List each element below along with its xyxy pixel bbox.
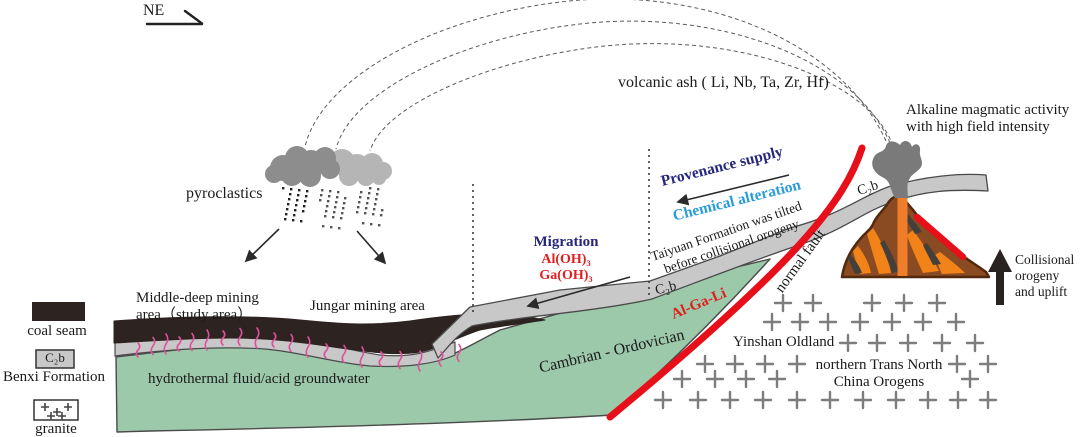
legend-granite-label: granite bbox=[35, 421, 77, 437]
granite-plus-field bbox=[653, 293, 998, 410]
benxi-formation-band-inclined bbox=[431, 173, 989, 359]
collisional-orogeny-label: Collisional orogeny and uplift bbox=[1015, 252, 1075, 299]
legend-benxi-swatch bbox=[35, 349, 75, 369]
falling-ash-speckles bbox=[282, 187, 384, 230]
dark-streak bbox=[848, 255, 862, 274]
dark-streak bbox=[923, 243, 941, 265]
legend-coal-swatch bbox=[32, 302, 85, 321]
pyroclastics-label: pyroclastics bbox=[186, 185, 263, 202]
migration-arrow-icon bbox=[526, 276, 631, 309]
ash-trajectory-arcs bbox=[304, 0, 894, 152]
dark-streak bbox=[880, 240, 899, 273]
volcanic-ash-label: volcanic ash ( Li, Nb, Ta, Zr, Hf) bbox=[618, 74, 829, 91]
cloud-dark-lobe bbox=[265, 146, 340, 187]
magma-conduit bbox=[897, 176, 908, 276]
hydrothermal-fluid-label: hydrothermal fluid/acid groundwater bbox=[148, 371, 370, 387]
legend-swatches bbox=[32, 302, 85, 421]
lava-streak bbox=[935, 252, 965, 274]
normal-fault-line bbox=[606, 144, 866, 421]
compass-label: NE bbox=[143, 2, 165, 19]
dark-streak bbox=[905, 214, 922, 234]
middle-deep-mining-label: Middle-deep mining area（study area） bbox=[136, 290, 259, 324]
trans-north-china-orogens-label: northern Trans North China Orogens bbox=[815, 357, 943, 391]
ga-oh3-label: Ga(OH)₃ bbox=[539, 268, 593, 283]
lava-streak bbox=[907, 230, 939, 273]
legend-c2b-label: C₂b bbox=[45, 350, 65, 365]
hydrothermal-fluid-squiggles bbox=[135, 327, 462, 372]
provenance-arrow-icon bbox=[676, 174, 790, 206]
eruption-plume bbox=[872, 141, 922, 198]
al-oh3-label: Al(OH)₃ bbox=[541, 252, 591, 267]
volcano-illustration bbox=[840, 141, 991, 279]
yinshan-oldland-label: Yinshan Oldland bbox=[733, 334, 835, 350]
pyroclastic-cloud bbox=[265, 146, 392, 230]
legend-granite-swatch bbox=[33, 399, 79, 421]
legend-benxi-formation-label: Benxi Formation bbox=[2, 369, 106, 385]
legend-coal-seam-label: coal seam bbox=[27, 323, 87, 339]
legend-granite-pluses bbox=[41, 403, 72, 420]
flow-arrows bbox=[244, 174, 790, 309]
north-east-arrow-icon bbox=[145, 9, 204, 26]
lava-streak bbox=[867, 228, 891, 274]
migration-label: Migration bbox=[533, 234, 599, 250]
ashfall-arrow-left-icon bbox=[244, 228, 280, 263]
fault-segment-on-volcano bbox=[913, 213, 967, 261]
ashfall-arrow-right-icon bbox=[356, 230, 387, 265]
dotted-divider-lines bbox=[472, 149, 650, 316]
alkaline-activity-label: Alkaline magmatic activity with high fie… bbox=[906, 102, 1070, 136]
jungar-mining-label: Jungar mining area bbox=[310, 298, 425, 314]
uplift-arrow-icon bbox=[988, 249, 1012, 305]
